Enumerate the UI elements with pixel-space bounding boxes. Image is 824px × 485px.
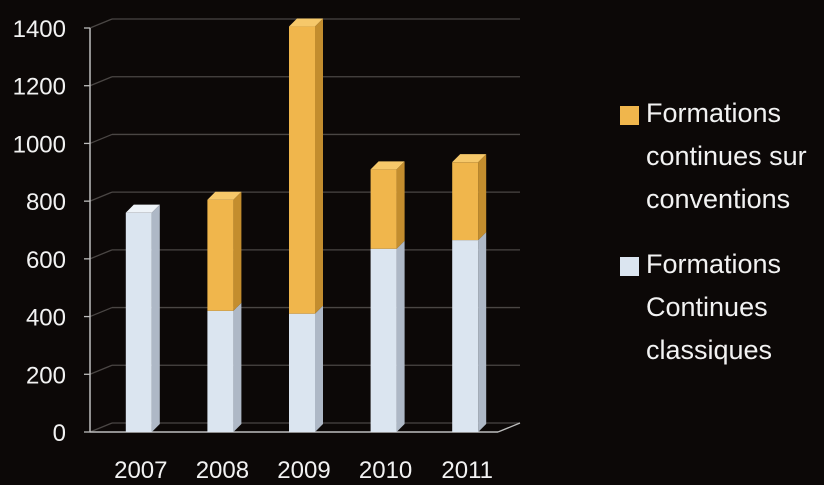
bar-conventions-2008: [207, 199, 234, 311]
bar-classiques-2008: [207, 310, 234, 432]
bar-top-2007: [125, 204, 160, 213]
bars: [125, 18, 487, 432]
x-axis-depth-line: [497, 422, 521, 433]
gridline-side: [89, 133, 113, 145]
bar-conventions-2011: [452, 162, 479, 241]
bar-classiques-side-2009: [315, 305, 323, 432]
x-tick-label: 2008: [196, 457, 249, 484]
bar-conventions-2010: [370, 169, 397, 249]
bar-top-2011: [452, 154, 487, 163]
bar-classiques-2010: [370, 248, 397, 432]
x-tick-label: 2011: [441, 457, 493, 484]
bar-classiques-2009: [289, 313, 315, 432]
bar-top-2008: [207, 191, 242, 200]
legend-swatch-conventions: [620, 106, 639, 125]
bar-conventions-side-2010: [396, 161, 405, 249]
y-tick-label: 600: [26, 247, 66, 274]
bar-conventions-side-2009: [315, 18, 323, 314]
bar-conventions-side-2008: [233, 191, 242, 311]
x-tick-label: 2010: [359, 457, 412, 484]
gridline-side: [89, 249, 113, 260]
bar-classiques-2007: [125, 212, 152, 432]
bar-classiques-side-2008: [233, 302, 242, 432]
bar-conventions-side-2011: [478, 154, 487, 241]
y-tick-label: 1200: [13, 74, 66, 101]
bar-conventions-2009: [289, 26, 315, 314]
y-tick-label: 800: [26, 189, 66, 216]
legend-label-conventions: Formations continues sur conventions: [646, 98, 807, 214]
y-tick-label: 200: [26, 362, 66, 389]
x-tick-label: 2007: [114, 457, 167, 484]
gridline-side: [89, 306, 113, 318]
bar-classiques-side-2010: [396, 240, 405, 432]
gridline-side: [89, 422, 113, 433]
y-axis-tick-labels: 0 200 400 600 800 1000 1200 1400: [13, 16, 66, 447]
bar-top-2010: [370, 161, 405, 170]
y-tick-label: 0: [53, 420, 66, 447]
y-tick-label: 1400: [13, 16, 66, 43]
gridline-side: [89, 191, 113, 202]
x-tick-label: 2009: [277, 457, 330, 484]
gridline-side: [89, 18, 113, 29]
legend-swatch-classiques: [620, 257, 639, 276]
y-tick-label: 400: [26, 305, 66, 332]
gridline-side: [89, 76, 113, 87]
legend-item-classiques: Formations Continues classiques: [616, 243, 822, 372]
bar-classiques-side-2007: [151, 204, 160, 432]
legend-item-conventions: Formations continues sur conventions: [616, 92, 822, 221]
x-axis-tick-labels: 2007 2008 2009 2010 2011: [114, 457, 493, 484]
legend-label-classiques: Formations Continues classiques: [646, 249, 782, 365]
bar-classiques-2011: [452, 240, 479, 432]
bar-top-2009: [289, 18, 323, 27]
bar-classiques-side-2011: [478, 232, 487, 432]
y-tick-label: 1000: [13, 131, 66, 158]
legend: Formations continues sur conventions For…: [616, 92, 822, 372]
gridline-side: [89, 364, 113, 375]
